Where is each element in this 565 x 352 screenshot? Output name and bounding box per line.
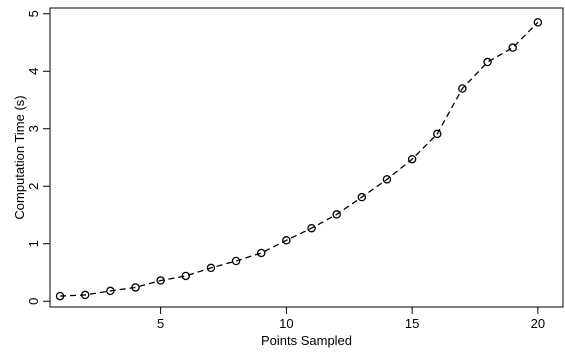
data-point-15 — [407, 154, 417, 164]
data-point-7 — [206, 263, 216, 273]
x-tick-label-5: 5 — [157, 316, 164, 331]
y-tick-label-4: 4 — [26, 68, 41, 75]
y-tick-label-2: 2 — [26, 183, 41, 190]
plot-border — [49, 7, 564, 308]
y-axis-title: Computation Time (s) — [12, 95, 27, 219]
data-point-11 — [307, 223, 316, 233]
data-point-16 — [433, 129, 442, 139]
data-point-3 — [106, 286, 115, 296]
x-tick-label-15: 15 — [405, 316, 419, 331]
y-tick-label-0: 0 — [26, 298, 41, 305]
x-axis-title: Points Sampled — [261, 333, 352, 348]
data-point-9 — [256, 248, 266, 258]
series-line-group — [60, 21, 539, 297]
data-point-2 — [80, 290, 90, 300]
data-point-14 — [382, 175, 392, 184]
data-point-1 — [55, 291, 65, 301]
data-point-10 — [282, 236, 291, 245]
y-axis: 0 1 2 3 4 5 — [26, 10, 50, 305]
data-points — [55, 18, 543, 301]
data-point-13 — [357, 192, 367, 202]
data-point-8 — [231, 256, 241, 266]
y-tick-label-1: 1 — [26, 240, 41, 247]
data-point-17 — [458, 84, 467, 93]
x-tick-label-20: 20 — [531, 316, 545, 331]
data-point-19 — [508, 43, 517, 52]
data-point-12 — [332, 210, 341, 219]
x-tick-label-10: 10 — [279, 316, 293, 331]
x-axis: 5 10 15 20 — [157, 307, 545, 331]
plot-frame — [49, 7, 564, 308]
data-point-5 — [156, 276, 165, 285]
y-tick-label-3: 3 — [26, 125, 41, 132]
series-0-line — [60, 21, 539, 297]
y-tick-label-5: 5 — [26, 10, 41, 17]
data-point-18 — [483, 57, 492, 67]
data-point-6 — [181, 271, 191, 281]
data-point-20 — [533, 18, 543, 27]
data-point-4 — [131, 283, 140, 292]
